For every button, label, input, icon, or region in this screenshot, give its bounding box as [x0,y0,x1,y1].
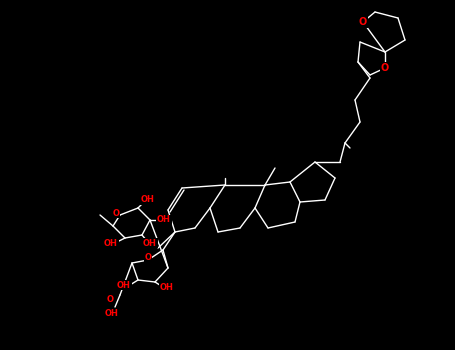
Text: O: O [145,253,152,262]
Text: OH: OH [157,216,171,224]
Text: OH: OH [143,238,157,247]
Text: O: O [106,295,113,304]
Text: OH: OH [105,308,119,317]
Text: OH: OH [160,282,174,292]
Text: OH: OH [141,196,155,204]
Text: O: O [359,17,367,27]
Text: O: O [381,63,389,73]
Text: O: O [112,209,120,217]
Text: OH: OH [117,280,131,289]
Text: OH: OH [104,238,118,247]
